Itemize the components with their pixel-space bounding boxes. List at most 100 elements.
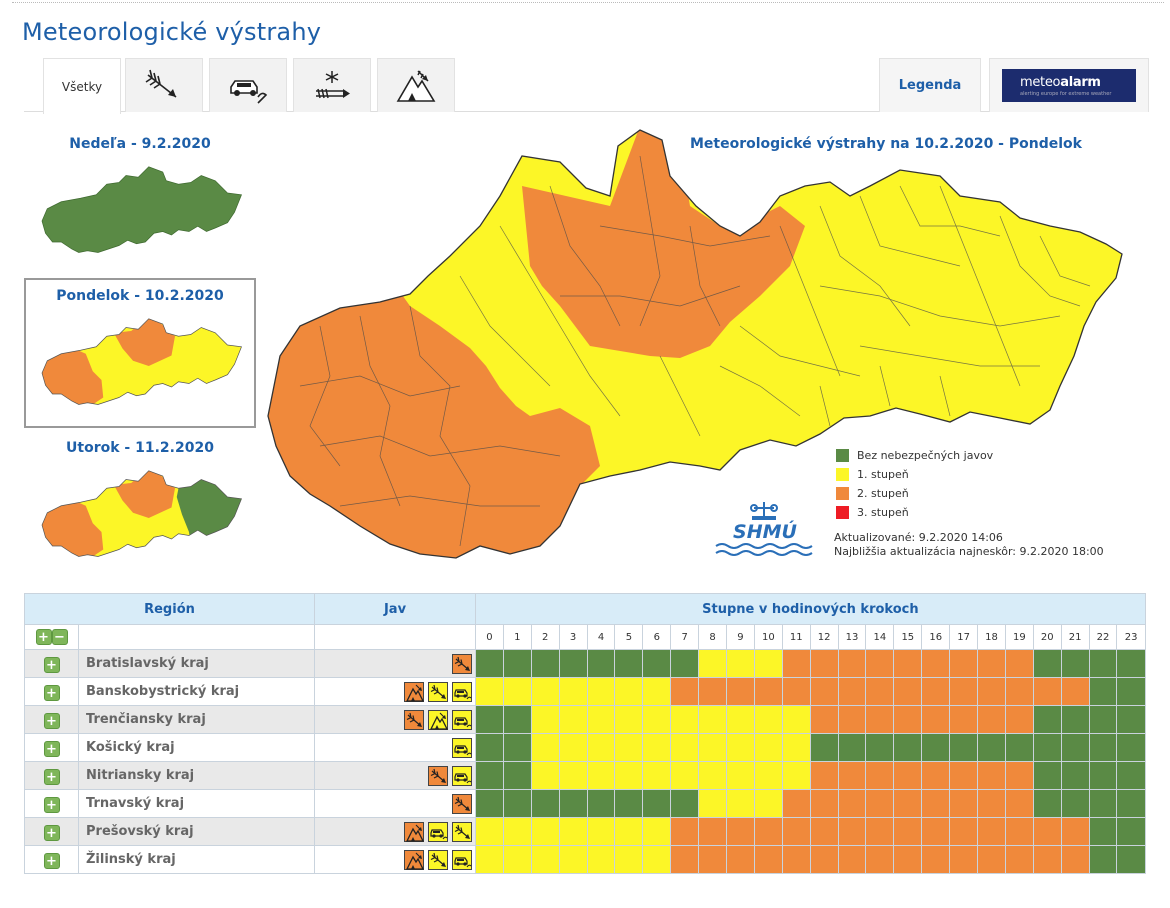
zone-central-level-2 — [522, 130, 805, 358]
expand-row-button[interactable]: + — [43, 713, 60, 729]
hour-cell — [921, 705, 951, 734]
hour-cell — [670, 705, 700, 734]
road-icon[interactable] — [428, 821, 448, 842]
hour-cell — [1116, 789, 1146, 818]
road-icon[interactable] — [452, 709, 472, 730]
expand-row-button[interactable]: + — [43, 685, 60, 701]
expand-cell: + — [24, 649, 79, 678]
hour-cell — [698, 677, 728, 706]
hour-cell — [530, 817, 560, 846]
road-icon[interactable] — [452, 681, 472, 702]
storm-icon[interactable] — [428, 709, 449, 730]
wind-icon[interactable] — [404, 709, 424, 730]
hour-label: 11 — [781, 624, 811, 650]
expand-row-button[interactable]: + — [43, 741, 60, 757]
storm-icon[interactable] — [404, 849, 425, 870]
warning-map[interactable] — [260, 126, 1130, 566]
collapse-all-button[interactable]: − — [51, 629, 68, 645]
hour-cell — [530, 789, 560, 818]
tab-road[interactable] — [209, 58, 287, 112]
tab-snow-wind[interactable] — [293, 58, 371, 112]
hour-cell — [1088, 817, 1118, 846]
hour-cell — [586, 677, 616, 706]
expand-all-button[interactable]: + — [35, 629, 52, 645]
expand-row-button[interactable]: + — [43, 853, 60, 869]
wind-icon[interactable] — [428, 681, 448, 702]
hour-cell — [614, 649, 644, 678]
hour-cell — [475, 677, 504, 706]
hour-cell — [586, 761, 616, 790]
tab-all[interactable]: Všetky — [43, 58, 121, 114]
wind-icon[interactable] — [452, 653, 472, 674]
hour-label: 20 — [1032, 624, 1062, 650]
storm-icon[interactable] — [404, 681, 425, 702]
day-title: Nedeľa - 9.2.2020 — [69, 136, 211, 152]
region-name: Banskobystrický kraj — [78, 677, 315, 706]
hour-cell — [530, 705, 560, 734]
road-icon[interactable] — [452, 765, 472, 786]
region-name: Košický kraj — [78, 733, 315, 762]
wind-icon[interactable] — [452, 821, 472, 842]
wind-icon[interactable] — [452, 793, 472, 814]
wind-icon[interactable] — [428, 765, 448, 786]
hour-label: 14 — [865, 624, 895, 650]
hour-cell — [642, 677, 672, 706]
hour-cell — [809, 733, 839, 762]
tab-legend[interactable]: Legenda — [879, 58, 981, 112]
hour-cell — [530, 649, 560, 678]
expand-row-button[interactable]: + — [43, 657, 60, 673]
expand-row-button[interactable]: + — [43, 769, 60, 785]
road-icon[interactable] — [452, 849, 472, 870]
region-name: Bratislavský kraj — [78, 649, 315, 678]
meteoalarm-tagline: alerting europe for extreme weather — [1020, 90, 1112, 97]
storm-icon[interactable] — [404, 821, 425, 842]
hour-cell — [642, 845, 672, 874]
tab-wind[interactable] — [125, 58, 203, 112]
day-tuesday[interactable]: Utorok - 11.2.2020 — [24, 440, 256, 580]
map-title: Meteorologické výstrahy na 10.2.2020 - P… — [690, 136, 1082, 152]
hour-cell — [475, 705, 504, 734]
hour-cell — [586, 649, 616, 678]
hour-cell — [502, 817, 532, 846]
hour-cell — [642, 705, 672, 734]
day-monday[interactable]: Pondelok - 10.2.2020 — [24, 278, 256, 428]
expand-row-button[interactable]: + — [43, 825, 60, 841]
phenomenon-tabs: Všetky — [24, 56, 1149, 114]
meteoalarm-link[interactable]: meteoalarm alerting europe for extreme w… — [989, 58, 1149, 112]
region-name: Nitriansky kraj — [78, 761, 315, 790]
legend-swatch — [836, 468, 849, 481]
hour-cell — [558, 705, 588, 734]
hour-cell — [781, 761, 811, 790]
hour-cell — [837, 761, 867, 790]
tab-storm[interactable] — [377, 58, 455, 112]
hour-cell — [865, 817, 895, 846]
hour-cell — [1032, 733, 1062, 762]
thumb-map-tuesday — [41, 470, 242, 557]
hour-cell — [781, 677, 811, 706]
expand-row-button[interactable]: + — [43, 797, 60, 813]
hour-cell — [726, 677, 755, 706]
hour-cell — [921, 733, 951, 762]
hour-cell — [670, 761, 700, 790]
hour-cell — [921, 845, 951, 874]
hour-cell — [642, 761, 672, 790]
wind-icon[interactable] — [428, 849, 448, 870]
updated-time: Aktualizované: 9.2.2020 14:06 — [834, 531, 1003, 544]
hour-cell — [698, 789, 728, 818]
thumb-map-sunday — [41, 166, 242, 253]
hour-label: 5 — [614, 624, 644, 650]
day-sunday[interactable]: Nedeľa - 9.2.2020 — [24, 136, 256, 276]
meteoalarm-logo: meteoalarm alerting europe for extreme w… — [1002, 69, 1136, 102]
jav-cell — [314, 789, 476, 818]
hour-cell — [726, 761, 755, 790]
hour-cell — [949, 705, 979, 734]
hour-cell — [475, 733, 504, 762]
hour-cell — [698, 705, 728, 734]
legend-label: Bez nebezpečných javov — [857, 449, 994, 462]
hour-cell — [1060, 817, 1090, 846]
hour-cell — [1032, 677, 1062, 706]
road-icon[interactable] — [452, 737, 472, 758]
hour-label: 7 — [670, 624, 700, 650]
tab-legend-label: Legenda — [898, 78, 962, 93]
hour-cell — [475, 817, 504, 846]
